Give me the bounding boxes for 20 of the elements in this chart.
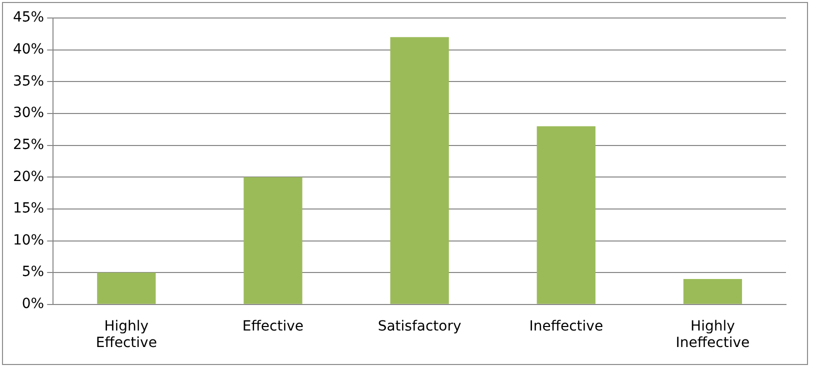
y-tick-label: 0% — [22, 296, 44, 312]
y-tick-label: 20% — [12, 168, 44, 185]
bar — [390, 37, 449, 304]
y-tick-label: 15% — [12, 200, 44, 217]
y-tick-label: 5% — [22, 264, 44, 280]
y-tick-label: 35% — [12, 73, 44, 90]
y-tick-label: 25% — [12, 136, 44, 153]
bar — [536, 126, 596, 304]
y-tick-label: 40% — [12, 41, 44, 58]
x-tick-label: Effective — [242, 318, 304, 334]
y-tick-label: 10% — [12, 232, 44, 248]
y-tick-label: 45% — [12, 10, 44, 26]
x-tick-label: Ineffective — [529, 318, 604, 334]
x-tick-label: Satisfactory — [378, 318, 462, 334]
bar — [97, 272, 156, 304]
x-tick-label: Highly Effective — [96, 318, 157, 352]
x-tick-label: Highly Ineffective — [676, 318, 750, 352]
y-tick-label: 30% — [12, 105, 44, 122]
bar — [244, 177, 302, 304]
bar — [683, 278, 742, 304]
